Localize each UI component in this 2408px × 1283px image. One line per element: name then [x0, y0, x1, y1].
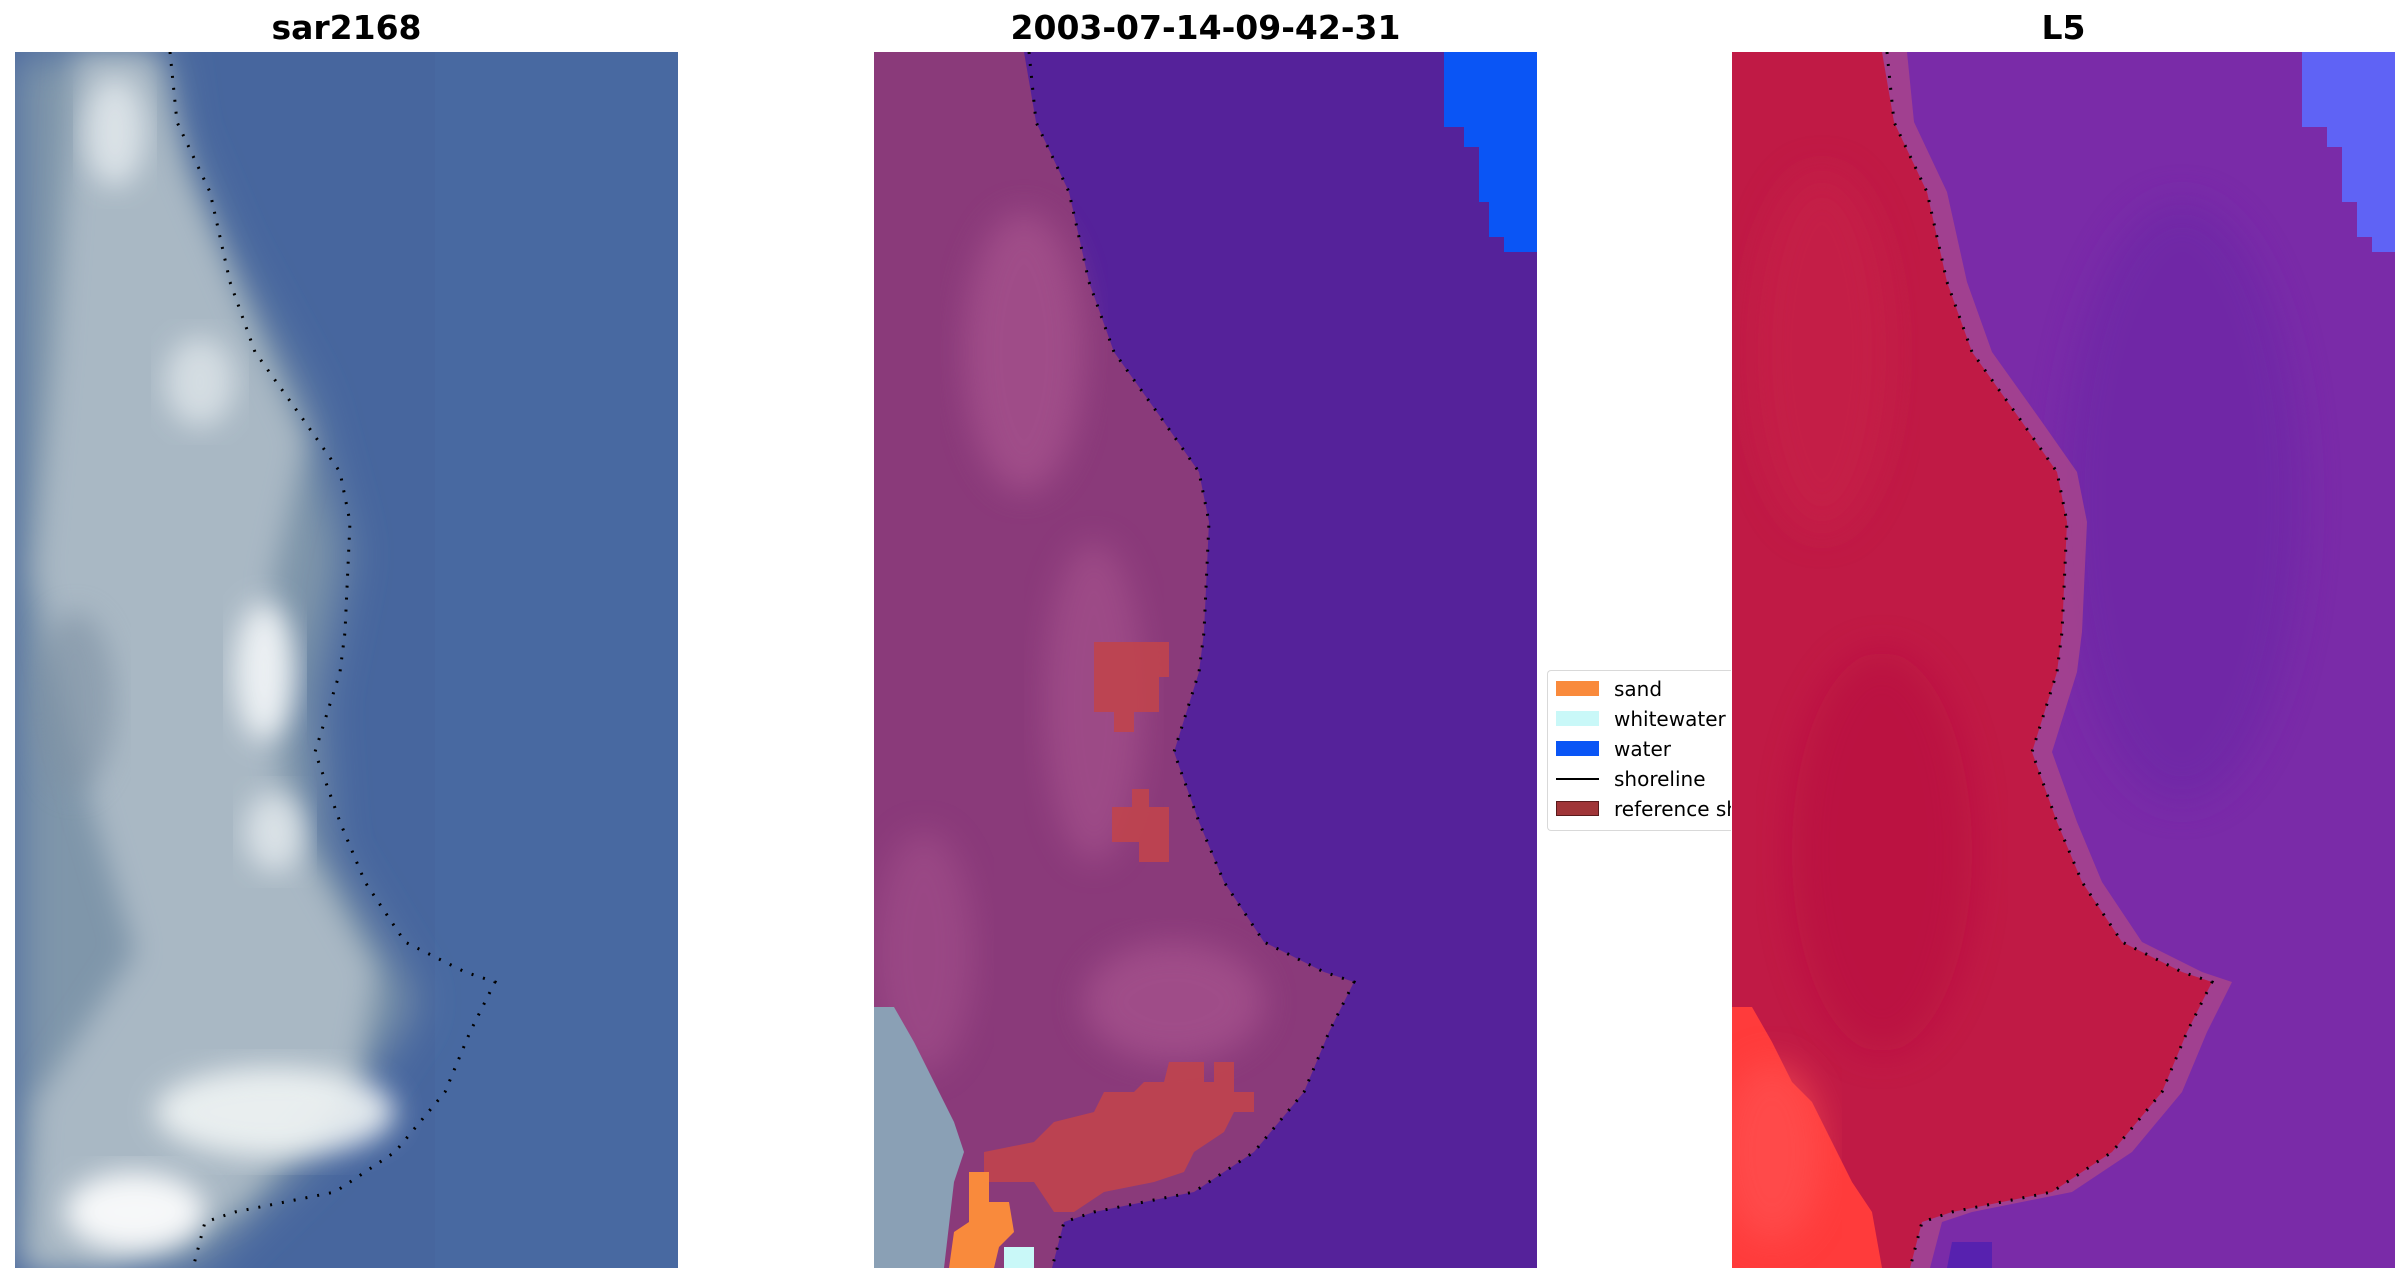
panel-title-rgb: sar2168	[271, 8, 422, 47]
legend-label: sand	[1614, 677, 1663, 701]
shoreline-line-icon	[1556, 778, 1599, 780]
legend-label: reference shoreline buffer	[1614, 797, 1731, 821]
index-image	[1732, 52, 2395, 1268]
legend: sand whitewater water shoreline referenc…	[1547, 670, 1731, 831]
panel-title-classification: 2003-07-14-09-42-31	[1010, 8, 1401, 47]
classification-image	[874, 52, 1537, 1268]
rgb-satellite-image	[15, 52, 678, 1268]
sand-swatch	[1556, 681, 1599, 696]
legend-label: water	[1614, 737, 1671, 761]
whitewater-swatch	[1556, 711, 1599, 726]
panel-title-index: L5	[2041, 8, 2086, 47]
legend-label: whitewater	[1614, 707, 1726, 731]
water-swatch	[1556, 741, 1599, 756]
reference-buffer-swatch	[1556, 801, 1599, 816]
legend-label: shoreline	[1614, 767, 1706, 791]
